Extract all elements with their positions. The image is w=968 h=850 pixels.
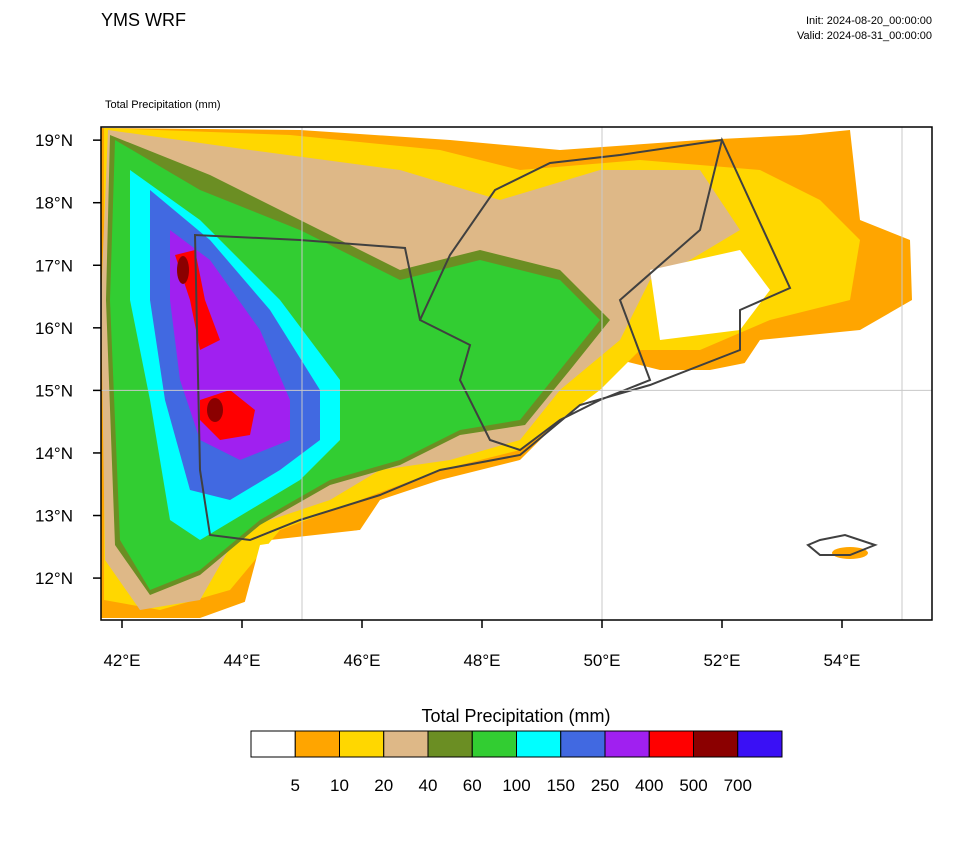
colorbar-label: 10 xyxy=(330,776,349,795)
borders xyxy=(193,136,878,556)
y-tick-label: 19°N xyxy=(35,131,73,150)
colorbar-box xyxy=(294,730,340,758)
colorbar-title: Total Precipitation (mm) xyxy=(421,706,610,726)
colorbar-box xyxy=(737,730,783,758)
colorbar-box xyxy=(471,730,517,758)
y-tick-label: 18°N xyxy=(35,194,73,213)
map-frame xyxy=(100,126,933,621)
y-tick-label: 17°N xyxy=(35,256,73,275)
colorbar: 5 10 20 40 60 100 150 250 400 500 700 xyxy=(250,730,783,795)
x-tick-label: 54°E xyxy=(823,651,860,670)
colorbar-box xyxy=(516,730,562,758)
colorbar-box xyxy=(339,730,385,758)
x-tick-label: 42°E xyxy=(103,651,140,670)
y-tick-label: 14°N xyxy=(35,444,73,463)
colorbar-label: 60 xyxy=(463,776,482,795)
colorbar-label: 100 xyxy=(502,776,530,795)
colorbar-label: 250 xyxy=(591,776,619,795)
y-tick-label: 16°N xyxy=(35,319,73,338)
colorbar-label: 150 xyxy=(547,776,575,795)
colorbar-label: 400 xyxy=(635,776,663,795)
colorbar-label: 500 xyxy=(679,776,707,795)
colorbar-label: 40 xyxy=(419,776,438,795)
init-time: Init: 2024-08-20_00:00:00 xyxy=(806,15,932,27)
precip-field xyxy=(101,128,932,620)
colorbar-box xyxy=(693,730,739,758)
x-tick-label: 52°E xyxy=(703,651,740,670)
colorbar-box xyxy=(383,730,429,758)
colorbar-box xyxy=(427,730,473,758)
x-tick-label: 46°E xyxy=(343,651,380,670)
colorbar-label: 5 xyxy=(291,776,300,795)
grid xyxy=(101,127,932,620)
x-tick-label: 50°E xyxy=(583,651,620,670)
colorbar-box xyxy=(604,730,650,758)
title: YMS WRF xyxy=(101,10,186,30)
colorbar-box xyxy=(250,730,296,758)
colorbar-label: 20 xyxy=(374,776,393,795)
y-tick-label: 13°N xyxy=(35,507,73,526)
colorbar-box xyxy=(560,730,606,758)
colorbar-box xyxy=(648,730,694,758)
y-tick-label: 12°N xyxy=(35,569,73,588)
ticks: 42°E 44°E 46°E 48°E 50°E 52°E 54°E 12°N 13°N 14°N… xyxy=(35,131,861,670)
y-tick-label: 15°N xyxy=(35,381,73,400)
x-tick-label: 48°E xyxy=(463,651,500,670)
colorbar-label: 700 xyxy=(724,776,752,795)
map-label: Total Precipitation (mm) xyxy=(105,99,221,111)
valid-time: Valid: 2024-08-31_00:00:00 xyxy=(797,30,932,42)
x-tick-label: 44°E xyxy=(223,651,260,670)
